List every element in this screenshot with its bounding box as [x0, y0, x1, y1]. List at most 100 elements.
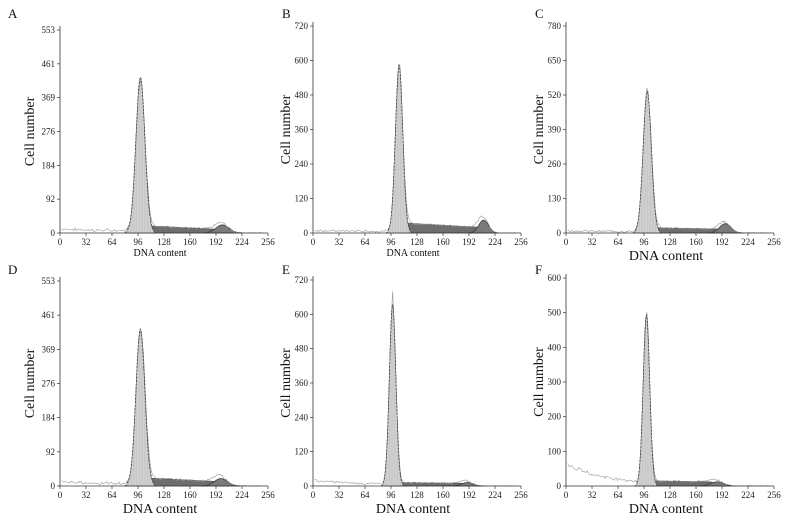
x-tick-label: 32 [335, 237, 344, 247]
y-tick-label: 276 [42, 127, 56, 137]
y-tick-label: 92 [46, 447, 55, 457]
x-tick-label: 256 [514, 237, 528, 247]
x-tick-label: 224 [741, 490, 755, 500]
y-tick-label: 240 [295, 412, 309, 422]
panel-label: A [8, 6, 18, 21]
x-tick-label: 128 [157, 490, 171, 500]
x-tick-label: 160 [183, 490, 197, 500]
y-tick-label: 0 [557, 481, 562, 491]
raw-histogram-trace [567, 312, 769, 487]
x-tick-label: 0 [564, 237, 569, 247]
g1-fit-curve [126, 328, 155, 484]
x-tick-label: 32 [588, 490, 597, 500]
y-tick-label: 600 [295, 56, 309, 66]
x-tick-label: 32 [335, 490, 344, 500]
x-tick-label: 64 [361, 237, 371, 247]
x-axis-title: DNA content [629, 249, 703, 264]
y-tick-label: 720 [295, 275, 309, 285]
panel-e: 0 120 240 360 480 600 720 0 32 64 96 128 160 192 224 25… [279, 262, 528, 517]
y-tick-label: 200 [548, 412, 562, 422]
y-tick-label: 300 [548, 377, 562, 387]
y-tick-label: 0 [304, 228, 309, 238]
y-axis-title: Cell number [23, 348, 38, 418]
y-tick-label: 92 [46, 194, 55, 204]
g1-fit-curve [636, 313, 657, 483]
raw-histogram-trace [314, 291, 516, 487]
y-tick-label: 100 [548, 446, 562, 456]
x-tick-label: 64 [108, 237, 118, 247]
x-axis-title: DNA content [386, 248, 439, 259]
panel-d: 0 92 184 276 369 461 553 0 32 64 96 128 160 192 224 256… [8, 262, 275, 517]
x-tick-label: 192 [715, 237, 729, 247]
x-tick-label: 192 [462, 490, 476, 500]
x-tick-label: 128 [663, 237, 677, 247]
raw-histogram-trace [61, 330, 263, 487]
x-tick-label: 256 [261, 237, 275, 247]
panel-label: B [282, 6, 291, 21]
y-tick-label: 240 [295, 159, 309, 169]
y-tick-label: 276 [42, 379, 56, 389]
y-tick-label: 500 [548, 308, 562, 318]
panel-label: F [535, 262, 542, 277]
y-tick-label: 120 [295, 447, 309, 457]
x-tick-label: 224 [741, 237, 755, 247]
panel-a: 0 92 184 276 369 461 553 0 32 64 96 128 160 192 224 256… [8, 6, 275, 259]
g1-fit-curve [387, 64, 411, 231]
x-tick-label: 32 [82, 490, 91, 500]
y-tick-label: 0 [51, 481, 56, 491]
y-tick-label: 184 [42, 413, 56, 423]
y-tick-label: 360 [295, 125, 309, 135]
x-tick-label: 160 [436, 237, 450, 247]
x-axis-title: DNA content [629, 502, 703, 517]
y-tick-label: 553 [42, 25, 56, 35]
y-tick-label: 400 [548, 342, 562, 352]
x-tick-label: 0 [564, 490, 569, 500]
x-tick-label: 64 [108, 490, 118, 500]
y-tick-label: 600 [295, 309, 309, 319]
y-tick-label: 720 [295, 21, 309, 31]
y-tick-label: 260 [548, 159, 562, 169]
x-tick-label: 32 [82, 237, 91, 247]
x-tick-label: 96 [640, 237, 650, 247]
x-tick-label: 224 [488, 490, 502, 500]
x-axis-title: DNA content [123, 502, 197, 517]
x-tick-label: 256 [514, 490, 528, 500]
x-tick-label: 64 [614, 490, 624, 500]
y-tick-label: 650 [548, 56, 562, 66]
x-tick-label: 128 [663, 490, 677, 500]
raw-histogram-trace [61, 77, 263, 234]
panel-b: 0 120 240 360 480 600 720 0 32 64 96 128 160 192 224 25… [279, 6, 528, 259]
y-tick-label: 120 [295, 194, 309, 204]
y-tick-label: 480 [295, 90, 309, 100]
y-tick-label: 360 [295, 378, 309, 388]
raw-histogram-trace [567, 87, 769, 234]
y-tick-label: 0 [304, 481, 309, 491]
x-tick-label: 256 [767, 490, 781, 500]
x-tick-label: 64 [361, 490, 371, 500]
x-tick-label: 224 [488, 237, 502, 247]
x-tick-label: 128 [410, 237, 424, 247]
y-tick-label: 390 [548, 125, 562, 135]
y-axis-title: Cell number [23, 96, 38, 166]
y-tick-label: 461 [42, 310, 56, 320]
x-tick-label: 160 [689, 237, 703, 247]
y-tick-label: 369 [42, 93, 56, 103]
raw-histogram-trace [314, 63, 516, 234]
x-tick-label: 128 [410, 490, 424, 500]
x-tick-label: 96 [134, 237, 144, 247]
x-tick-label: 192 [462, 237, 476, 247]
y-tick-label: 600 [548, 273, 562, 283]
y-axis-title: Cell number [532, 94, 547, 164]
g1-fit-curve [382, 303, 403, 484]
x-tick-label: 0 [58, 237, 63, 247]
x-tick-label: 128 [157, 237, 171, 247]
x-tick-label: 0 [58, 490, 63, 500]
x-tick-label: 32 [588, 237, 597, 247]
panel-label: C [535, 6, 544, 21]
x-tick-label: 96 [640, 490, 650, 500]
x-tick-label: 256 [767, 237, 781, 247]
panel-c: 0 130 260 390 520 650 780 0 32 64 96 128 160 192 224 25… [532, 6, 781, 264]
x-axis-title: DNA content [133, 248, 186, 259]
x-tick-label: 224 [235, 237, 249, 247]
